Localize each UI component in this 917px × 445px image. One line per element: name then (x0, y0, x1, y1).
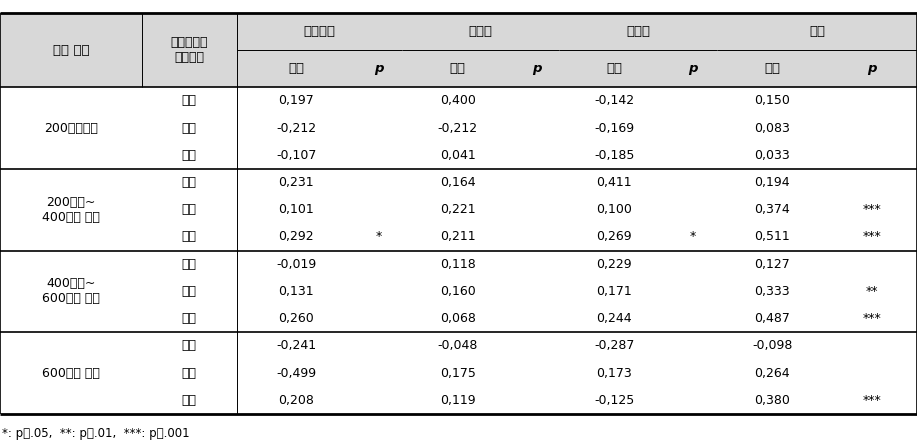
Text: -0,499: -0,499 (276, 367, 316, 380)
Text: 중학교: 중학교 (469, 25, 492, 38)
Text: 소득 집단: 소득 집단 (53, 44, 89, 57)
Text: 0,083: 0,083 (754, 121, 790, 134)
Text: *: * (691, 231, 696, 243)
Text: 0,197: 0,197 (279, 94, 314, 107)
Text: 시작: 시작 (182, 339, 197, 352)
Text: p: p (532, 62, 541, 75)
Text: 지속: 지속 (182, 231, 197, 243)
Text: 0,333: 0,333 (755, 285, 790, 298)
Text: 중단: 중단 (182, 121, 197, 134)
Text: 0,400: 0,400 (439, 94, 476, 107)
Text: -0,107: -0,107 (276, 149, 316, 162)
Text: p: p (689, 62, 698, 75)
Text: -0,048: -0,048 (437, 339, 478, 352)
Text: -0,019: -0,019 (276, 258, 316, 271)
Text: 계수: 계수 (449, 62, 466, 75)
Text: **: ** (866, 285, 878, 298)
Text: 0,269: 0,269 (597, 231, 632, 243)
Text: -0,241: -0,241 (276, 339, 316, 352)
Text: 0,101: 0,101 (279, 203, 314, 216)
Text: 0,171: 0,171 (597, 285, 632, 298)
Text: 시작: 시작 (182, 176, 197, 189)
Bar (0, 13, 917, 414)
Text: 600만원 이상: 600만원 이상 (42, 367, 100, 380)
Text: 0,127: 0,127 (755, 258, 790, 271)
Text: 200만원~
400만원 미만: 200만원~ 400만원 미만 (42, 196, 100, 224)
Text: 계수: 계수 (288, 62, 304, 75)
Text: ***: *** (863, 394, 881, 407)
Text: 0,194: 0,194 (755, 176, 790, 189)
Text: 중단: 중단 (182, 203, 197, 216)
Text: -0,125: -0,125 (594, 394, 635, 407)
Text: p: p (867, 62, 877, 75)
Text: 0,221: 0,221 (440, 203, 475, 216)
Text: 0,041: 0,041 (440, 149, 475, 162)
Text: 0,380: 0,380 (754, 394, 790, 407)
Text: -0,212: -0,212 (437, 121, 478, 134)
Text: 0,244: 0,244 (597, 312, 632, 325)
Text: *: * (376, 231, 381, 243)
Text: -0,287: -0,287 (594, 339, 635, 352)
Text: ***: *** (863, 231, 881, 243)
Text: 0,150: 0,150 (754, 94, 790, 107)
Text: 0,374: 0,374 (755, 203, 790, 216)
Text: 400만원~
600만원 미만: 400만원~ 600만원 미만 (42, 277, 100, 305)
Text: 0,131: 0,131 (279, 285, 314, 298)
Text: -0,169: -0,169 (594, 121, 635, 134)
Text: 0,033: 0,033 (755, 149, 790, 162)
Text: 초등학교: 초등학교 (304, 25, 335, 38)
Text: 0,411: 0,411 (597, 176, 632, 189)
Text: 200만원미만: 200만원미만 (44, 121, 98, 134)
Text: 계수: 계수 (764, 62, 780, 75)
Text: 0,260: 0,260 (279, 312, 314, 325)
Text: -0,098: -0,098 (752, 339, 792, 352)
Text: 지속: 지속 (182, 394, 197, 407)
Text: 0,173: 0,173 (597, 367, 632, 380)
Bar (0, 13, 917, 87)
Text: -0,142: -0,142 (594, 94, 635, 107)
Text: 지속: 지속 (182, 312, 197, 325)
Text: 0,231: 0,231 (279, 176, 314, 189)
Text: 0,119: 0,119 (440, 394, 475, 407)
Text: 일반고: 일반고 (626, 25, 650, 38)
Text: 계수: 계수 (606, 62, 623, 75)
Text: 0,292: 0,292 (279, 231, 314, 243)
Text: 시작: 시작 (182, 258, 197, 271)
Text: *: p〈.05,  **: p〈.01,  ***: p〈.001: *: p〈.05, **: p〈.01, ***: p〈.001 (2, 427, 190, 441)
Text: 0,175: 0,175 (439, 367, 476, 380)
Text: 지속: 지속 (182, 149, 197, 162)
Text: 0,068: 0,068 (439, 312, 476, 325)
Text: ***: *** (863, 203, 881, 216)
Text: 0,264: 0,264 (755, 367, 790, 380)
Text: 0,118: 0,118 (440, 258, 475, 271)
Text: 중단: 중단 (182, 285, 197, 298)
Text: 시작: 시작 (182, 94, 197, 107)
Text: 0,100: 0,100 (596, 203, 633, 216)
Text: 방과후학교
참여유형: 방과후학교 참여유형 (171, 36, 208, 64)
Text: 0,487: 0,487 (754, 312, 790, 325)
Text: 0,208: 0,208 (278, 394, 315, 407)
Text: ***: *** (863, 312, 881, 325)
Text: 0,164: 0,164 (440, 176, 475, 189)
Text: p: p (374, 62, 383, 75)
Text: -0,212: -0,212 (276, 121, 316, 134)
Text: 0,160: 0,160 (440, 285, 475, 298)
Text: 0,511: 0,511 (755, 231, 790, 243)
Text: 0,229: 0,229 (597, 258, 632, 271)
Text: -0,185: -0,185 (594, 149, 635, 162)
Text: 0,211: 0,211 (440, 231, 475, 243)
Text: 중단: 중단 (182, 367, 197, 380)
Text: 전체: 전체 (809, 25, 825, 38)
